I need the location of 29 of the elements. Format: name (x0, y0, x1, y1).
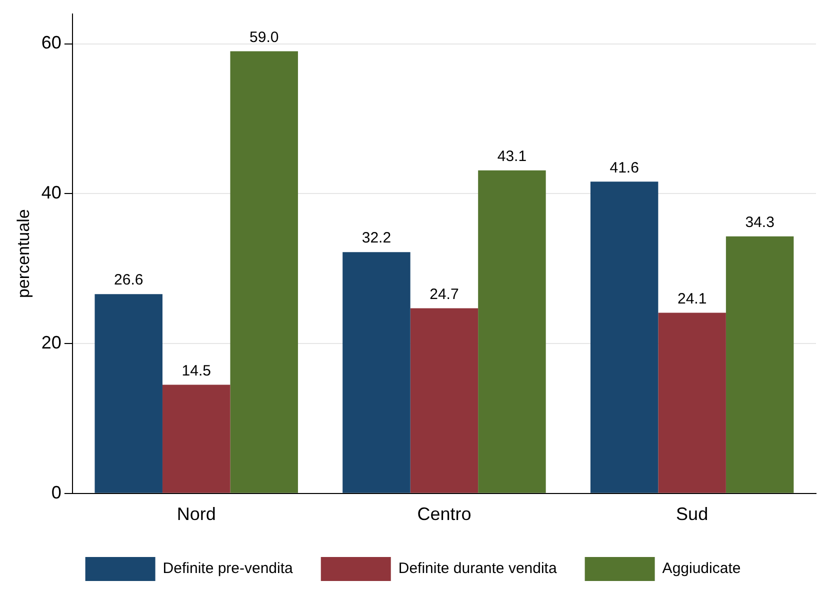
text: 24.7 (430, 286, 459, 303)
bar (726, 236, 794, 493)
text: 41.6 (610, 159, 639, 176)
y-axis-title: percentuale (14, 209, 33, 298)
legend-label: Definite pre-vendita (162, 560, 294, 578)
bar (478, 170, 546, 493)
bar (94, 294, 162, 493)
text: 14.5 (182, 362, 211, 380)
bar (658, 312, 726, 493)
y-tick-label: 40 (41, 182, 62, 203)
text: 43.1 (497, 148, 527, 166)
bar (590, 182, 658, 493)
y-tick-label: 0 (51, 482, 62, 502)
legend-label: Definite durante vendita (398, 560, 558, 578)
text: 26.6 (114, 272, 144, 289)
text: 59.0 (250, 28, 279, 46)
bar (342, 252, 410, 493)
bar (162, 384, 230, 493)
y-tick-label: 60 (41, 32, 62, 53)
legend-label: Aggiudicate (662, 560, 741, 578)
x-tick-label: Sud (676, 504, 708, 524)
text: 24.1 (677, 290, 707, 308)
x-tick-label: Centro (417, 504, 472, 524)
y-tick-label: 20 (41, 332, 62, 352)
bar (410, 308, 478, 493)
bar (230, 51, 298, 493)
text: 34.3 (745, 214, 774, 232)
x-tick-label: Nord (176, 504, 216, 524)
text: 32.2 (362, 230, 392, 247)
